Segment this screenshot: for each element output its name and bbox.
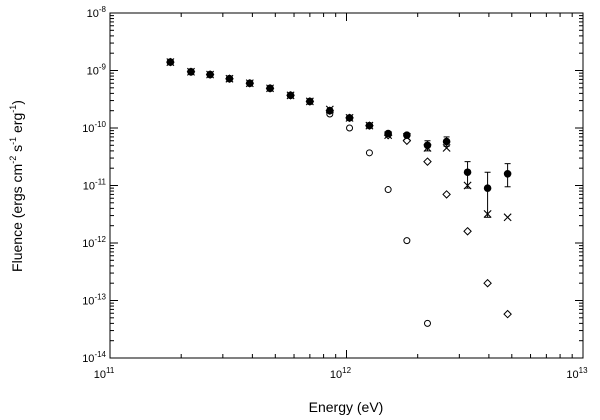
diamond-point: [442, 190, 451, 199]
filled-circle-point: [326, 106, 334, 115]
series-filled-circle: [166, 58, 512, 218]
filled-circle-point: [442, 137, 451, 146]
y-tick-label: 10-8: [87, 5, 107, 20]
plot-frame: [109, 12, 584, 359]
filled-circle-point: [345, 114, 354, 122]
open-circle-point: [346, 124, 354, 132]
y-tick-label: 10-13: [82, 293, 106, 308]
filled-circle-point: [403, 131, 411, 139]
filled-circle-point: [245, 79, 254, 88]
open-circle-point: [403, 237, 411, 245]
diamond-point: [463, 226, 472, 236]
y-tick-label: 10-11: [83, 178, 107, 193]
filled-circle-point: [266, 84, 274, 93]
series-cross: [166, 58, 512, 222]
ticks-layer: 1011 1012 1013 10-14 10-13 10-12 10-11 10-10 10-…: [82, 5, 588, 381]
y-axis-label: Fluence (ergs cm-2 s-1 erg-1): [8, 100, 25, 272]
cross-stroke: [503, 213, 512, 222]
cross-stroke: [442, 143, 451, 152]
x-axis-label: Energy (eV): [309, 399, 384, 415]
series-diamond: [166, 57, 512, 319]
cross-point: [503, 213, 512, 222]
x-tick-label: 1012: [330, 366, 352, 381]
open-circle-point: [365, 149, 373, 157]
x-tick-label: 1011: [94, 366, 115, 381]
x-tick-label: 1013: [566, 366, 588, 381]
filled-circle-point: [206, 70, 214, 79]
filled-circle-point: [463, 168, 472, 177]
diamond-point: [423, 157, 432, 166]
diamond-point: [503, 309, 512, 319]
open-circle-point: [384, 186, 392, 194]
y-tick-label: 10-10: [82, 120, 106, 135]
filled-circle-point: [306, 97, 314, 106]
filled-circle-point: [166, 58, 175, 66]
series-open-circle: [166, 58, 431, 327]
filled-circle-point: [365, 121, 374, 130]
filled-circle-point: [187, 67, 195, 76]
y-tick-label: 10-14: [82, 350, 106, 365]
filled-circle-point: [225, 74, 234, 83]
y-tick-label: 10-12: [82, 235, 106, 250]
filled-circle-point: [384, 129, 392, 138]
cross-point: [442, 143, 451, 152]
filled-circle-point: [423, 141, 432, 150]
diamond-point: [483, 278, 492, 288]
filled-circle-point: [286, 91, 295, 100]
open-circle-point: [423, 319, 431, 327]
filled-circle-point: [483, 184, 492, 192]
y-tick-label: 10-9: [87, 63, 107, 78]
marks-layer: [166, 57, 512, 327]
filled-circle-point: [503, 169, 512, 178]
